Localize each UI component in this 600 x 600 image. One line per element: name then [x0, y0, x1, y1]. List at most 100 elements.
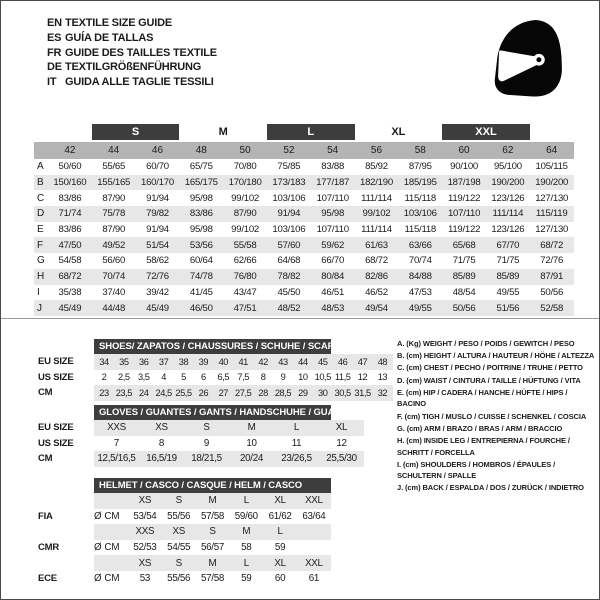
size-value-cell: 28,5	[274, 387, 292, 398]
language-title: GUIDA ALLE TAGLIE TESSILI	[65, 76, 214, 89]
size-value-cell: 51/56	[496, 302, 520, 314]
size-value-cell: 37/40	[102, 286, 126, 298]
row-band: XS S M L XL XXL	[94, 555, 331, 571]
row-letter: J	[37, 302, 42, 314]
size-value-cell: 71/74	[58, 208, 82, 220]
size-value-cell: 56/60	[102, 255, 126, 267]
size-value-cell: 46/52	[365, 286, 388, 298]
size-value-cell: 107/110	[447, 208, 481, 220]
size-value-cell: L	[293, 422, 300, 434]
size-value-cell: 91/94	[277, 208, 301, 220]
helmet-size-cell: XS	[138, 557, 152, 569]
size-value-cell: 51/54	[146, 239, 169, 251]
helmet-value-row: FIA Ø CM 53/54 55/56 57/58 59/60 61/62 63/64	[34, 509, 331, 525]
size-value-cell: XS	[155, 422, 168, 434]
size-value-cell: 91/94	[146, 192, 169, 204]
gloves-table: GLOVES / GUANTES / GANTS / HANDSCHUHE / …	[34, 405, 364, 467]
standard-label: FIA	[38, 510, 53, 522]
helmet-value-cell: 63/64	[302, 510, 326, 522]
size-value-cell: 44	[298, 356, 308, 367]
size-value-cell: 16,5/19	[146, 453, 177, 465]
col-header: 58	[398, 142, 443, 159]
size-value-cell: 46/50	[189, 302, 213, 314]
size-value-cell: 55/58	[233, 239, 257, 251]
size-value-cell: 190/200	[535, 177, 569, 189]
size-group-row: S M L XL XXL	[34, 123, 574, 142]
helmet-size-cell: XL	[274, 557, 286, 569]
size-value-cell: 28	[258, 387, 268, 398]
row-letter: B	[37, 177, 44, 189]
size-value-cell: 12,5/16,5	[97, 453, 136, 465]
size-value-cell: 65/75	[189, 161, 213, 173]
shoes-table: SHOES/ ZAPATOS / CHAUSSURES / SCHUHE / S…	[34, 339, 393, 401]
helmet-size-table: HELMET / CASCO / CASQUE / HELM / CASCO XS…	[34, 478, 331, 587]
legend-item: J. (cm) BACK / ESPALDA / DOS / ZURÜCK / …	[397, 483, 584, 493]
col-header: 46	[135, 142, 180, 159]
size-value-cell: 48/54	[452, 286, 476, 298]
helmet-size-cell: M	[242, 526, 251, 538]
legend-item: H. (cm) INSIDE LEG / ENTREPIERNA / FOURC…	[397, 435, 570, 457]
measurement-row: G 54/58 56/60 58/62 60/64 62/66 64/68 66/70 68/7…	[34, 253, 574, 269]
row-band: 12,5/16,5 16,5/19 18/21,5 20/24 23/26,5 25,5/…	[94, 451, 364, 467]
size-value-cell: 115/119	[535, 208, 568, 220]
size-value-cell: 55/65	[102, 161, 126, 173]
helmet-value-cell: 59/60	[234, 510, 258, 522]
size-value-cell: 12	[357, 372, 368, 383]
size-value-cell: 105/115	[535, 161, 568, 173]
row-band: 23 23,5 24 24,5 25,5 26 27 27,5 28 28,5 29 30 30,5 31…	[94, 385, 393, 401]
language-code: FR	[47, 46, 62, 59]
size-value-cell: 103/106	[403, 208, 437, 220]
helmet-size-cell: XXL	[305, 557, 323, 569]
size-value-cell: 10	[298, 372, 308, 383]
size-value-cell: 11,5	[334, 372, 351, 383]
size-value-cell: 83/86	[58, 192, 82, 204]
helmet-value-cell: 61/62	[268, 510, 292, 522]
size-value-cell: 48/52	[277, 302, 301, 314]
size-value-cell: 71/75	[496, 255, 520, 267]
row-band: Ø CM 52/53 54/55 56/57 58 59	[94, 540, 331, 556]
measurement-row: E 83/86 87/90 91/94 95/98 99/102 103/106 107/11…	[34, 222, 574, 238]
diameter-unit-label: Ø CM	[94, 510, 120, 522]
size-value-cell: 30	[318, 387, 328, 398]
size-value-cell: 24	[139, 387, 149, 398]
size-value-cell: 3,5	[137, 372, 150, 383]
size-value-cell: 48	[377, 356, 388, 367]
helmet-value-cell: 52/53	[133, 542, 157, 554]
size-value-cell: 49/52	[102, 239, 126, 251]
col-header: 42	[48, 142, 92, 159]
helmet-value-cell: 55/56	[167, 510, 191, 522]
size-value-cell: 60/70	[146, 161, 169, 173]
size-value-cell: S	[203, 422, 210, 434]
size-value-cell: 45	[318, 356, 328, 367]
size-value-cell: 47/51	[233, 302, 257, 314]
size-value-cell: 95/98	[189, 192, 213, 204]
size-value-cell: 87/91	[540, 271, 564, 283]
size-value-cell: 11	[291, 437, 302, 449]
size-value-cell: 23,5	[115, 387, 133, 398]
size-value-cell: 43/47	[233, 286, 257, 298]
size-value-cell: 64/68	[277, 255, 301, 267]
table-row: CM 12,5/16,5 16,5/19 18/21,5 20/24 23/26,5 25,…	[34, 451, 364, 467]
col-header: 44	[91, 142, 136, 159]
size-value-cell: 27,5	[235, 387, 252, 398]
helmet-size-cell: S	[175, 495, 183, 507]
size-group-label: XL	[391, 126, 406, 138]
size-group-label: S	[91, 124, 180, 140]
size-value-cell: 7,5	[237, 372, 249, 383]
size-value-cell: 155/165	[97, 177, 131, 189]
size-value-cell: 47/53	[408, 286, 432, 298]
row-letter: E	[37, 224, 44, 236]
measurement-row: D 71/74 75/78 79/82 83/86 87/90 91/94 95/98 99/1…	[34, 206, 574, 222]
size-value-cell: 35	[119, 356, 129, 367]
row-label: EU SIZE	[38, 356, 74, 368]
helmet-value-cell: 53/54	[133, 510, 157, 522]
size-value-cell: 60/64	[189, 255, 213, 267]
size-value-cell: 90/100	[450, 161, 478, 173]
row-letter: H	[37, 271, 44, 283]
language-title: TEXTILE SIZE GUIDE	[65, 17, 173, 29]
diameter-unit-label: Ø CM	[94, 573, 120, 585]
size-value-cell: 26	[198, 387, 209, 398]
size-value-cell: 45/49	[58, 302, 82, 314]
size-value-cell: 23/26,5	[281, 453, 312, 465]
size-value-cell: 63/66	[408, 239, 432, 251]
